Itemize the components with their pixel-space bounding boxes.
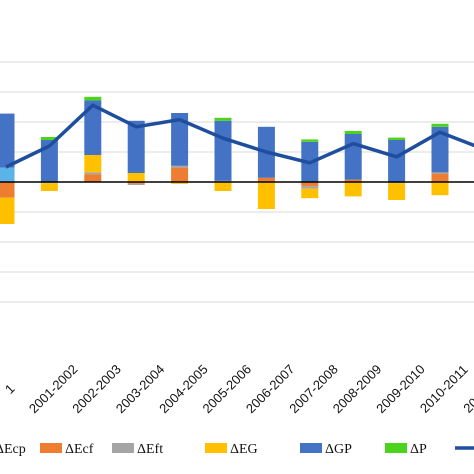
legend-label: ΔEft: [137, 442, 163, 457]
bar-segment-delta-eft-2002-2003: [84, 172, 102, 175]
legend-swatch: [385, 443, 407, 453]
bar-segment-delta-ecp-2000-2001: [0, 167, 15, 182]
bar-segment-delta-eg-2006-2007: [257, 182, 275, 209]
legend-swatch: [40, 443, 62, 453]
legend-label: ΔEcf: [65, 442, 94, 457]
x-tick-labels: 1 2001-20022002-20032003-20042004-2005200…: [2, 362, 474, 417]
bar-segment-delta-eg-2000-2001: [0, 197, 15, 224]
legend-item-delta-gp: ΔGP: [300, 442, 352, 457]
bar-segment-delta-p-2010-2011: [431, 123, 449, 127]
bar-segment-delta-ecf-2004-2005: [171, 167, 189, 182]
bar-segment-delta-eg-2009-2010: [388, 183, 406, 200]
bar-segment-delta-eft-2007-2008: [301, 186, 319, 189]
bar-segment-delta-ecf-2000-2001: [0, 182, 15, 198]
bar-segment-delta-eg-2001-2002: [40, 183, 58, 191]
legend-item-delta-e: ΔE: [455, 446, 474, 450]
bar-segment-delta-ecf-2002-2003: [84, 174, 102, 182]
line-series-delta-e: [5, 103, 474, 169]
legend-label: ΔEG: [230, 442, 258, 457]
legend-item-delta-p: ΔP: [385, 442, 427, 457]
bar-segment-delta-gp-2002-2003: [84, 100, 102, 155]
bar-segment-delta-gp-2005-2006: [214, 120, 232, 181]
bar-segment-delta-p-2008-2009: [344, 131, 362, 134]
bar-segment-delta-gp-2010-2011: [431, 126, 449, 173]
bar-segment-delta-eg-2007-2008: [301, 188, 319, 199]
bar-segment-delta-eg-2005-2006: [214, 182, 232, 191]
legend: ΔEcp ΔEcf ΔEft ΔEG ΔGP ΔP ΔE: [0, 442, 474, 457]
bar-segment-delta-gp-2001-2002: [40, 140, 58, 182]
gridlines: [0, 61, 474, 303]
bars: [0, 96, 449, 224]
bar-segment-delta-gp-2009-2010: [388, 140, 406, 182]
bar-segment-delta-eg-2004-2005: [171, 182, 189, 184]
legend-label: ΔEcp: [0, 442, 26, 457]
bar-segment-delta-ecf-2008-2009: [344, 179, 362, 182]
bar-segment-delta-eg-2002-2003: [84, 155, 102, 173]
bar-segment-delta-p-2005-2006: [214, 117, 232, 121]
legend-swatch: [205, 443, 227, 453]
bar-segment-delta-ecf-2007-2008: [301, 182, 319, 187]
total-line: [5, 103, 474, 169]
bar-segment-delta-ecf-2006-2007: [257, 177, 275, 182]
legend-item-delta-eft: ΔEft: [112, 442, 163, 457]
legend-item-delta-eg: ΔEG: [205, 442, 258, 457]
bar-segment-delta-p-2002-2003: [84, 96, 102, 101]
bar-segment-delta-eg-2008-2009: [344, 182, 362, 197]
bar-segment-delta-ecf-2010-2011: [431, 173, 449, 182]
bar-segment-delta-eft-2004-2005: [171, 165, 189, 168]
legend-label: ΔGP: [325, 442, 352, 457]
bar-segment-delta-eft-2010-2011: [431, 172, 449, 174]
bar-segment-delta-eg-2003-2004: [127, 173, 145, 182]
legend-label: ΔP: [410, 442, 427, 457]
bar-segment-delta-eft-2003-2004: [127, 183, 145, 185]
legend-swatch: [112, 443, 134, 453]
bar-segment-delta-gp-2000-2001: [0, 113, 15, 168]
bar-segment-delta-p-2007-2008: [301, 139, 319, 142]
legend-item-delta-ecf: ΔEcf: [40, 442, 94, 457]
bar-segment-delta-gp-2004-2005: [171, 113, 189, 166]
legend-item-delta-ecp: ΔEcp: [0, 442, 26, 457]
x-tick-label: 1: [2, 381, 18, 397]
bar-segment-delta-eg-2010-2011: [431, 182, 449, 196]
bar-segment-delta-gp-2008-2009: [344, 134, 362, 180]
bar-segment-delta-p-2001-2002: [40, 137, 58, 140]
bar-segment-delta-ecf-2003-2004: [127, 182, 145, 184]
bar-segment-delta-gp-2003-2004: [127, 120, 145, 173]
legend-swatch: [300, 443, 322, 453]
bar-segment-delta-p-2009-2010: [388, 137, 406, 140]
